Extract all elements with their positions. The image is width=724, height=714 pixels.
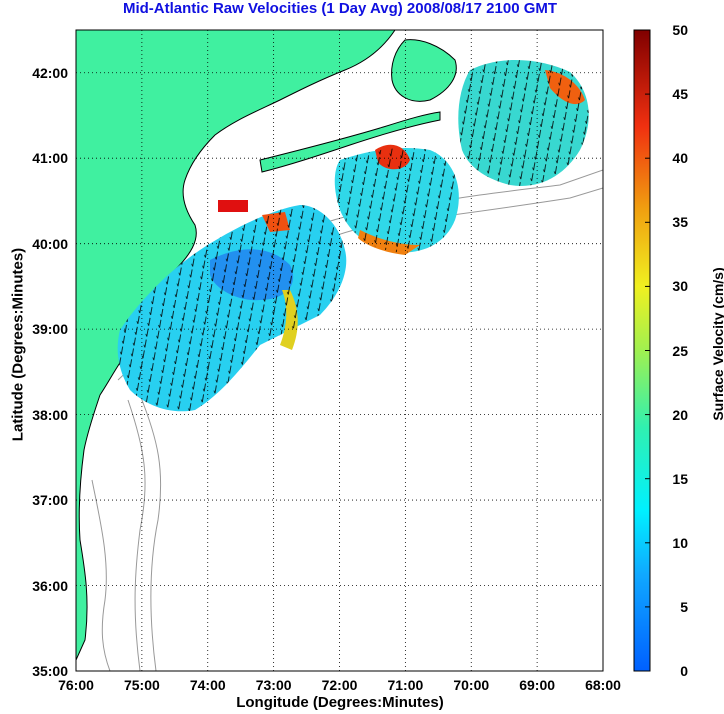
- hotspot-nj-coast: [218, 200, 248, 212]
- x-tick-label: 69:00: [519, 677, 556, 693]
- x-tick-label: 71:00: [387, 677, 424, 693]
- x-tick-label: 73:00: [255, 677, 292, 693]
- colorbar-tick-label: 30: [672, 278, 688, 295]
- y-tick-label: 42:00: [32, 64, 68, 81]
- y-tick-label: 41:00: [32, 150, 68, 167]
- x-tick-label: 70:00: [453, 677, 490, 693]
- arrows-li: [334, 148, 459, 253]
- colorbar-tick-label: 10: [672, 534, 688, 551]
- colorbar-tick-label: 0: [680, 663, 688, 679]
- colorbar-tick-label: 25: [672, 342, 688, 359]
- colorbar-tick-label: 5: [680, 598, 688, 615]
- plot-frame: [75, 29, 604, 672]
- y-tick-label: 40:00: [32, 235, 68, 252]
- x-tick-label: 72:00: [321, 677, 358, 693]
- x-axis-label: Longitude (Degrees:Minutes): [236, 694, 444, 711]
- y-tick-label: 37:00: [32, 492, 68, 509]
- colorbar-tick-label: 15: [672, 470, 688, 487]
- y-tick-label: 36:00: [32, 577, 68, 594]
- arrows-nj: [117, 205, 347, 412]
- colorbar-label: Surface Velocity (cm/s): [710, 267, 724, 421]
- colorbar-tick-label: 40: [672, 150, 688, 167]
- colorbar-tick-label: 35: [672, 214, 688, 231]
- velocity-field: [117, 60, 589, 412]
- colorbar-tick-label: 45: [672, 86, 688, 103]
- x-tick-label: 68:00: [585, 677, 621, 693]
- colorbar-tick-label: 20: [672, 406, 688, 423]
- arrows-sne: [458, 60, 589, 186]
- y-tick-label: 38:00: [32, 406, 68, 423]
- x-tick-label: 76:00: [58, 677, 94, 693]
- grid-lines: [76, 30, 603, 671]
- y-tick-label: 39:00: [32, 321, 68, 338]
- land: [76, 30, 457, 661]
- map-title: Mid-Atlantic Raw Velocities (1 Day Avg) …: [122, 0, 558, 17]
- y-tick-label: 35:00: [32, 663, 68, 679]
- x-tick-label: 74:00: [189, 677, 226, 693]
- x-tick-label: 75:00: [123, 677, 160, 693]
- colorbar-tick-label: 50: [672, 22, 688, 38]
